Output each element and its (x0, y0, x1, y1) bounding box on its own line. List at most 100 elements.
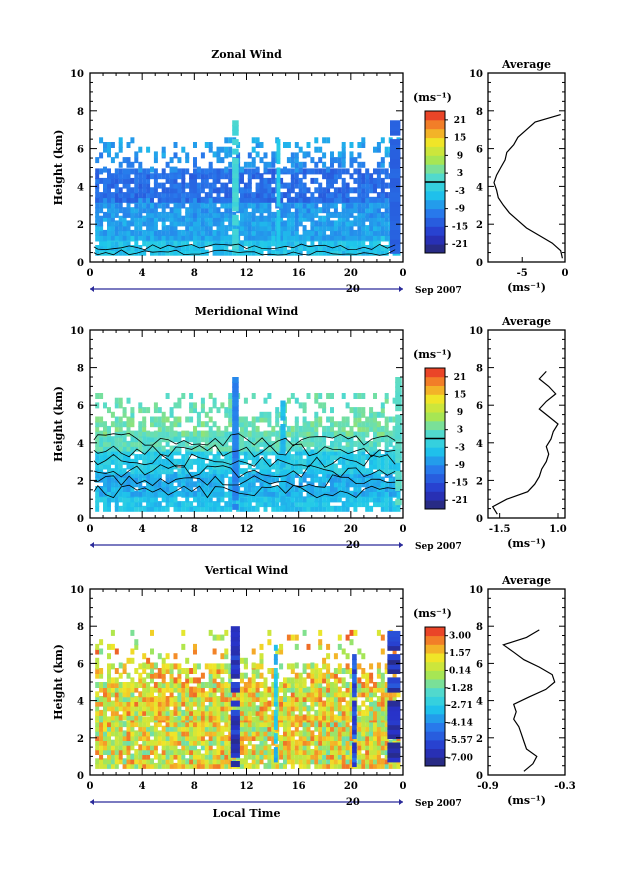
heatmap-cell (220, 234, 225, 241)
heatmap-cell (118, 421, 123, 428)
heatmap-cell (247, 501, 252, 508)
heatmap-cell (337, 490, 342, 497)
heatmap-cell (247, 192, 252, 199)
heatmap-cell (196, 240, 201, 247)
updraft-column (280, 438, 286, 445)
heatmap-cell (384, 146, 389, 153)
heatmap-cell (99, 749, 104, 755)
heatmap-cell (126, 421, 131, 428)
heatmap-cell (118, 220, 123, 227)
heatmap-cell (212, 721, 217, 728)
heatmap-cell (322, 700, 327, 707)
heatmap-cell (95, 245, 100, 251)
heatmap-cell (220, 709, 225, 716)
heatmap-cell (361, 229, 366, 236)
heatmap-cell (150, 421, 154, 428)
heatmap-cell (267, 721, 272, 728)
colorbar-segment (425, 226, 445, 236)
heatmap-cell (142, 468, 147, 475)
heatmap-cell (333, 220, 338, 227)
heatmap-cell (165, 416, 170, 423)
heatmap-cell (380, 677, 385, 684)
heatmap-cell (243, 425, 248, 432)
heatmap-cell (153, 762, 158, 769)
heatmap-cell (294, 445, 299, 452)
heatmap-cell (122, 245, 127, 251)
heatmap-cell (185, 721, 190, 728)
heatmap-cell (326, 501, 331, 508)
heatmap-cell (130, 249, 135, 256)
heatmap-cell (263, 445, 268, 452)
heatmap-cell (251, 758, 256, 765)
heatmap-cell (177, 700, 182, 707)
heatmap-cell (134, 496, 139, 503)
heatmap-cell (99, 700, 104, 707)
heatmap-cell (373, 411, 377, 418)
heatmap-cell (134, 758, 139, 765)
heatmap-cell (173, 436, 178, 443)
heatmap-cell (330, 481, 334, 488)
heatmap-cell (318, 481, 323, 488)
heatmap-cell (251, 146, 256, 153)
updraft-column (395, 499, 402, 506)
heatmap-cell (146, 436, 151, 443)
heatmap-cell (99, 421, 104, 428)
heatmap-cell (294, 696, 299, 702)
heatmap-cell (212, 421, 217, 428)
heatmap-cell (181, 735, 186, 741)
heatmap-cell (185, 229, 190, 236)
heatmap-cell (365, 721, 370, 728)
heatmap-cell (107, 468, 111, 475)
heatmap-cell (361, 730, 366, 737)
heatmap-cell (365, 677, 370, 684)
heatmap-cell (330, 705, 334, 712)
heatmap-cell (134, 430, 139, 437)
heatmap-cell (283, 721, 287, 728)
heatmap-cell (177, 187, 182, 194)
heatmap-cell (95, 749, 100, 755)
heatmap-cell (153, 449, 158, 456)
heatmap-cell (126, 229, 131, 236)
heatmap-cell (310, 440, 315, 447)
heatmap-cell (330, 445, 334, 452)
heatmap-cell (107, 700, 111, 707)
heatmap-cell (314, 436, 319, 443)
heatmap-cell (369, 407, 374, 414)
heatmap-cell (298, 749, 303, 755)
heatmap-cell (161, 220, 166, 227)
heatmap-cell (126, 168, 131, 175)
heatmap-cell (243, 505, 248, 512)
updraft-column (280, 480, 286, 487)
heatmap-cell (99, 234, 104, 241)
heatmap-cell (298, 714, 303, 721)
heatmap-cell (95, 700, 100, 707)
heatmap-cell (369, 173, 374, 180)
heatmap-cell (134, 490, 139, 497)
heatmap-cell (294, 471, 299, 478)
updraft-column (395, 442, 402, 449)
heatmap-cell (318, 445, 323, 452)
heatmap-cell (122, 749, 127, 755)
heatmap-cell (263, 496, 268, 503)
heatmap-cell (185, 454, 190, 461)
heatmap-cell (349, 686, 354, 693)
heatmap-cell (384, 739, 389, 746)
heatmap-cell (228, 758, 233, 765)
heatmap-cell (99, 416, 104, 423)
heatmap-cell (388, 468, 393, 475)
heatmap-cell (380, 196, 385, 203)
heatmap-cell (95, 471, 100, 478)
heatmap-cell (114, 677, 119, 684)
heatmap-cell (365, 192, 370, 199)
heatmap-cell (373, 496, 377, 503)
heatmap-cell (228, 463, 233, 470)
heatmap-cell (247, 709, 252, 716)
heatmap-cell (318, 730, 323, 737)
heatmap-cell (138, 677, 143, 684)
heatmap-cell (318, 501, 323, 508)
heatmap-cell (263, 691, 268, 698)
heatmap-cell (200, 700, 205, 707)
heatmap-cell (208, 416, 213, 423)
heatmap-cell (251, 730, 256, 737)
heatmap-cell (216, 490, 221, 497)
